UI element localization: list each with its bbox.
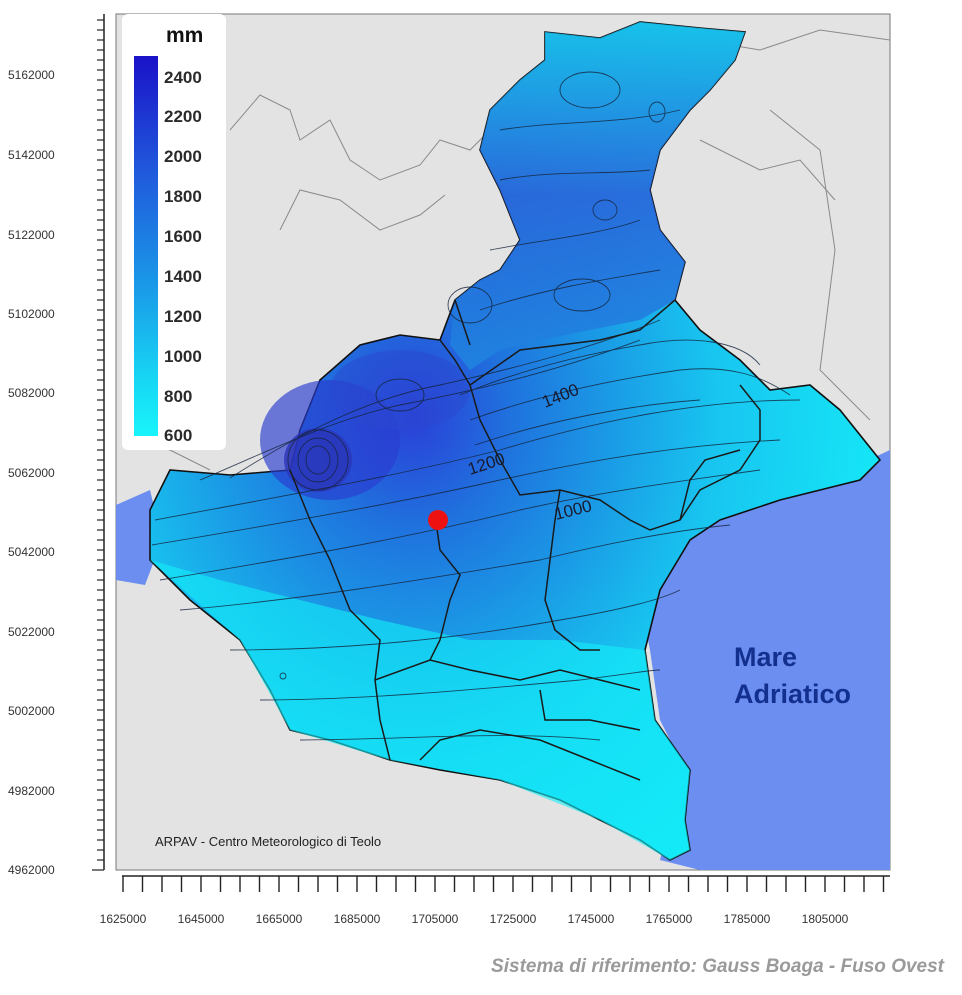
- y-tick-label: 5082000: [8, 386, 55, 400]
- y-axis: 5162000 5142000 5122000 5102000 5082000 …: [8, 14, 105, 877]
- contour-lines: [151, 71, 801, 741]
- legend: mm 2400 2200 2000 1800 1600 1400 1200 10…: [122, 14, 226, 450]
- legend-label-1000: 1000: [164, 347, 202, 366]
- y-tick-label: 5062000: [8, 466, 55, 480]
- y-tick-label: 5042000: [8, 545, 55, 559]
- legend-label-600: 600: [164, 426, 192, 445]
- y-tick-labels: 5162000 5142000 5122000 5102000 5082000 …: [8, 68, 55, 877]
- x-tick-label: 1725000: [490, 912, 537, 926]
- adriatic-sea: [640, 450, 890, 870]
- y-tick-label: 5022000: [8, 625, 55, 639]
- legend-label-2400: 2400: [164, 68, 202, 87]
- southern-plain-zone: [150, 560, 690, 860]
- y-tick-label: 4962000: [8, 863, 55, 877]
- legend-colorbar: [134, 56, 158, 436]
- northern-precip-zone: [450, 22, 745, 370]
- x-tick-label: 1765000: [646, 912, 693, 926]
- x-tick-label: 1685000: [334, 912, 381, 926]
- reference-system-label: Sistema di riferimento: Gauss Boaga - Fu…: [491, 956, 945, 977]
- legend-label-2000: 2000: [164, 147, 202, 166]
- legend-label-1400: 1400: [164, 267, 202, 286]
- x-tick-label: 1645000: [178, 912, 225, 926]
- red-point-marker: [428, 510, 448, 530]
- legend-label-2200: 2200: [164, 107, 202, 126]
- y-tick-label: 5162000: [8, 68, 55, 82]
- y-minor-ticks: [92, 19, 104, 871]
- x-tick-labels: 1625000 1645000 1665000 1685000 1705000 …: [100, 912, 849, 926]
- legend-unit: mm: [166, 24, 203, 47]
- legend-label-1600: 1600: [164, 227, 202, 246]
- province-borders: [289, 299, 761, 781]
- y-tick-label: 5122000: [8, 228, 55, 242]
- y-tick-label: 5002000: [8, 704, 55, 718]
- y-tick-label: 5102000: [8, 307, 55, 321]
- x-tick-label: 1785000: [724, 912, 771, 926]
- x-tick-label: 1665000: [256, 912, 303, 926]
- x-axis: 1625000 1645000 1665000 1685000 1705000 …: [100, 875, 890, 926]
- west-core-zone: [284, 428, 352, 492]
- sea-label-line2: Adriatico: [734, 679, 851, 709]
- legend-labels: 2400 2200 2000 1800 1600 1400 1200 1000 …: [164, 68, 202, 445]
- sea-label-line1: Mare: [734, 642, 797, 672]
- x-tick-label: 1745000: [568, 912, 615, 926]
- y-tick-label: 4982000: [8, 784, 55, 798]
- x-tick-label: 1705000: [412, 912, 459, 926]
- credit-label: ARPAV - Centro Meteorologico di Teolo: [155, 834, 381, 849]
- prealpi-zone: [330, 350, 470, 430]
- legend-label-1200: 1200: [164, 307, 202, 326]
- y-tick-label: 5142000: [8, 148, 55, 162]
- x-tick-label: 1805000: [802, 912, 849, 926]
- x-minor-ticks: [122, 876, 885, 892]
- x-tick-label: 1625000: [100, 912, 147, 926]
- legend-label-1800: 1800: [164, 187, 202, 206]
- legend-label-800: 800: [164, 387, 192, 406]
